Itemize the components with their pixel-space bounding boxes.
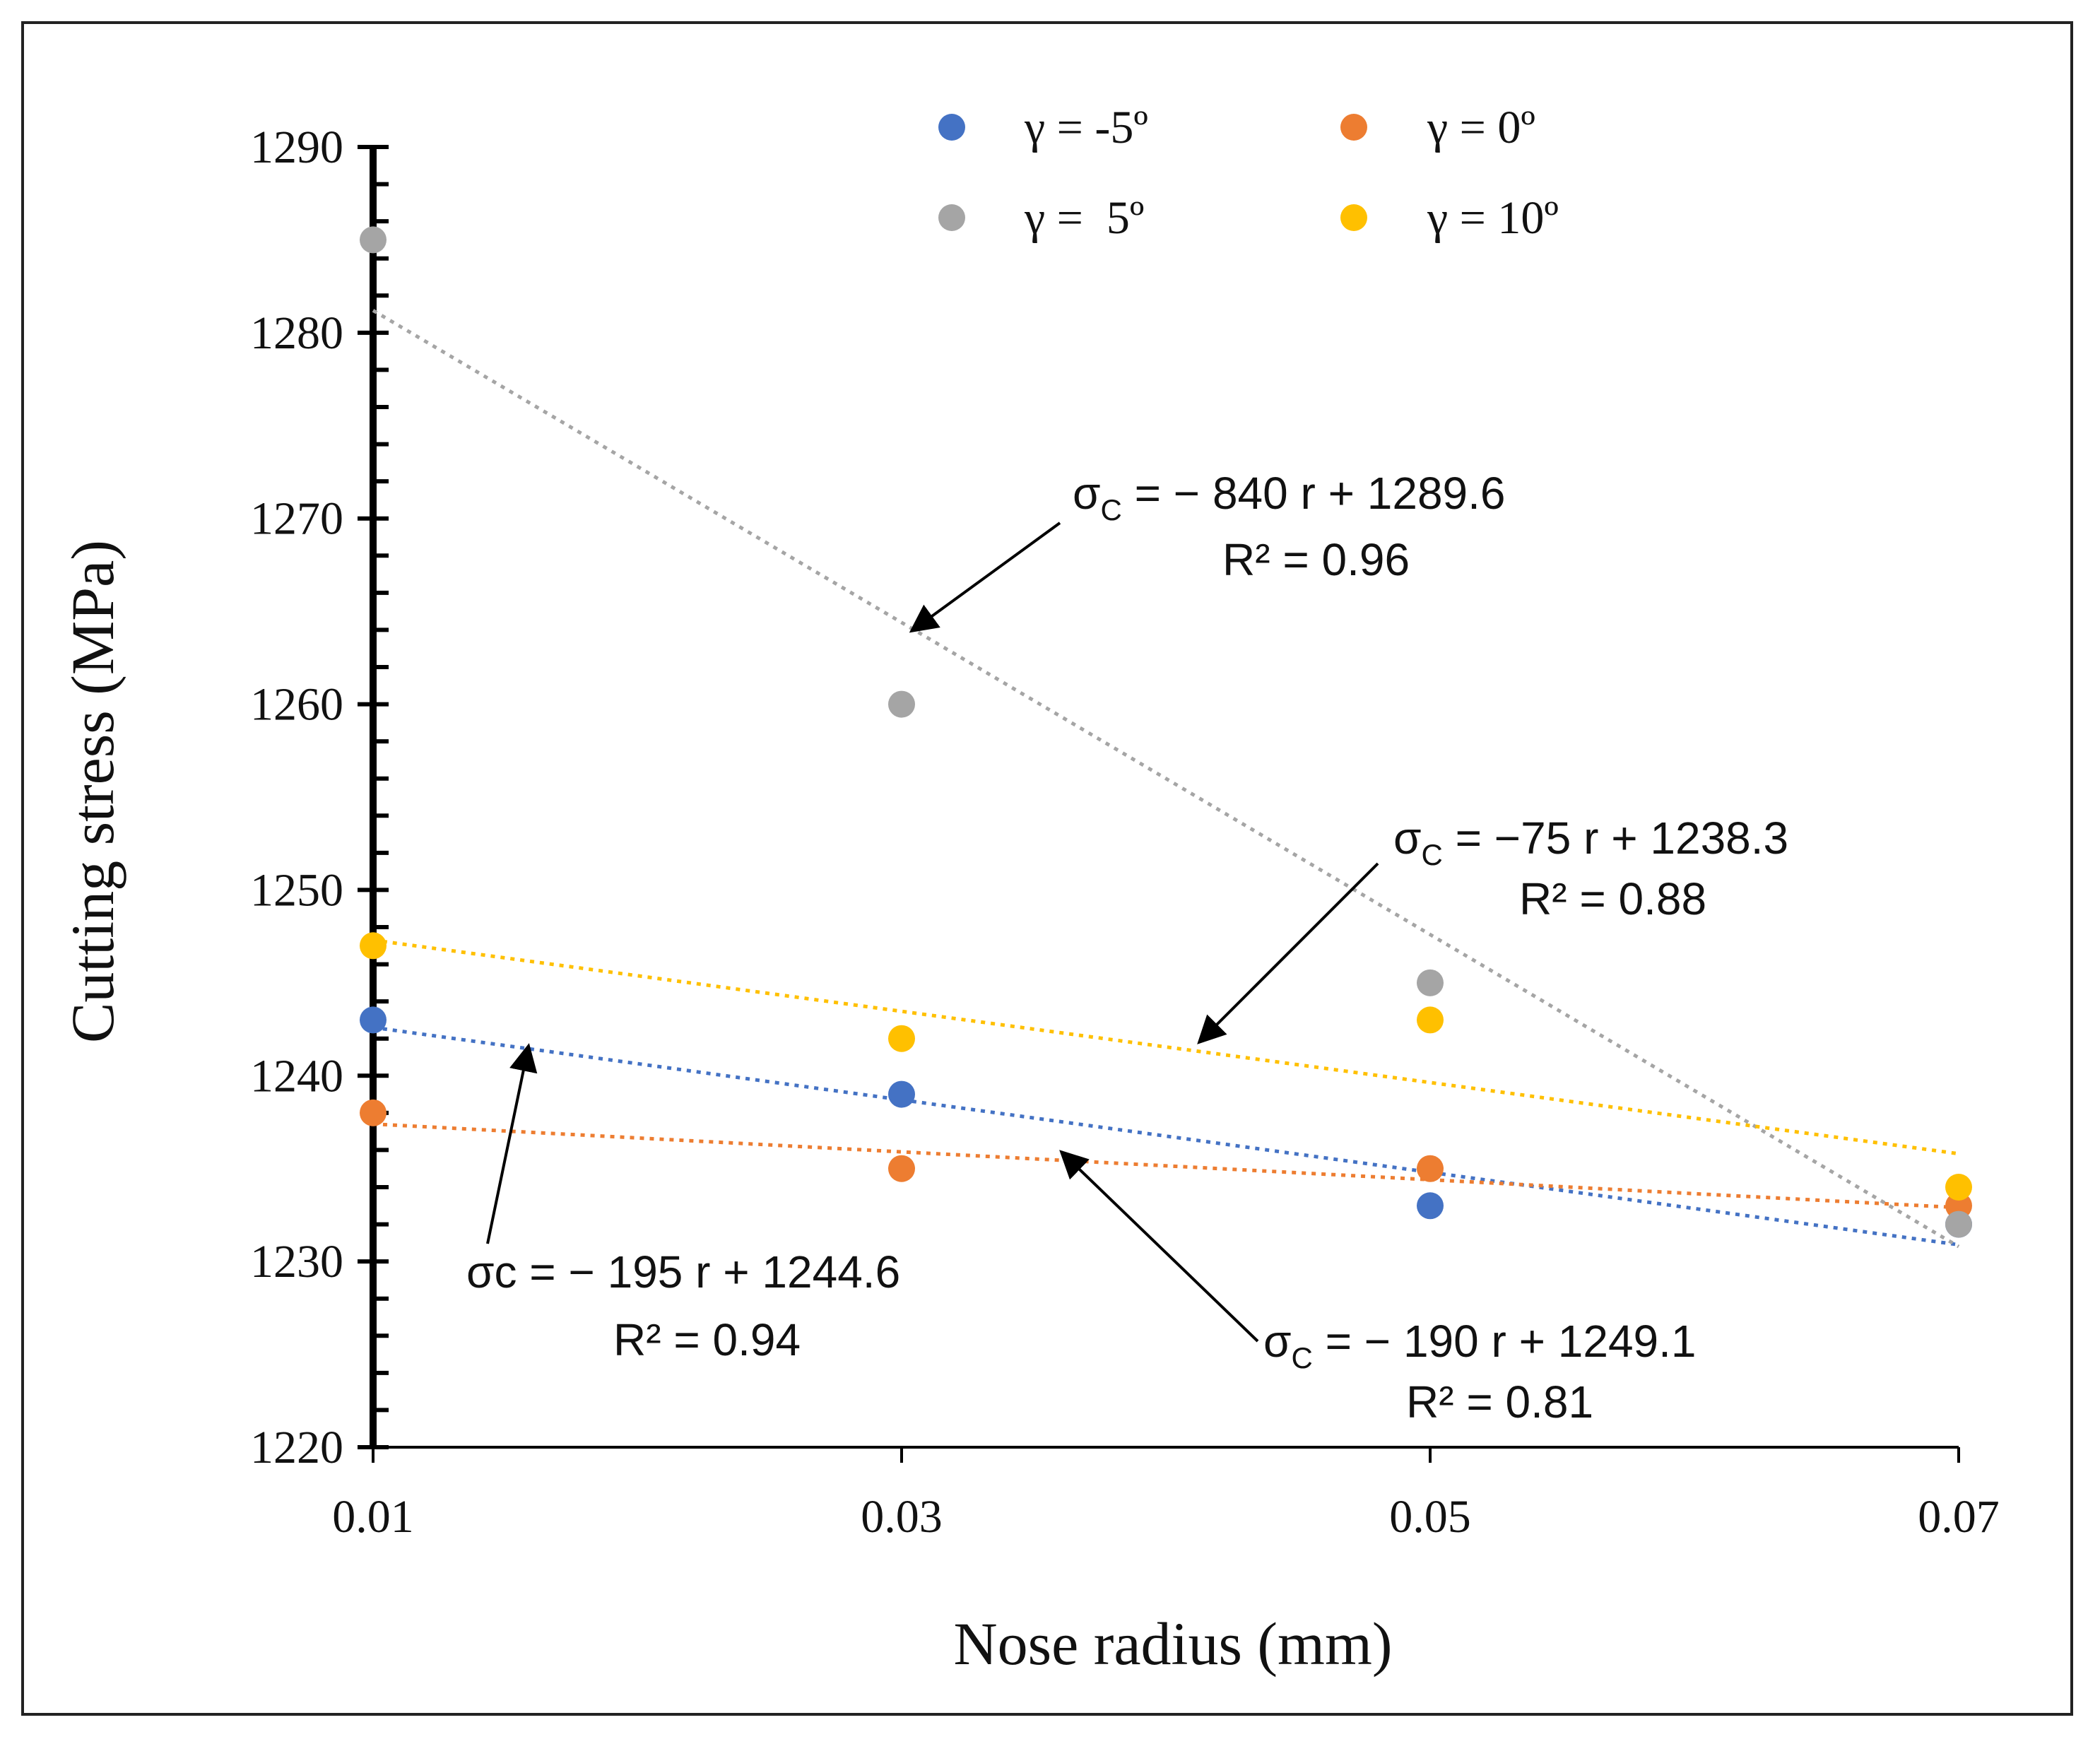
point-series-2-1 [888,690,915,718]
y-axis-label: Cutting stress (MPa) [59,540,126,1043]
y-tick-label: 1270 [250,493,343,545]
point-series-2-2 [1417,969,1444,996]
point-series-0-0 [360,1006,387,1034]
legend-marker-g0 [1340,114,1367,141]
legend-label-g5: γ = 5º [1024,192,1144,244]
legend-marker-g-5 [938,114,965,141]
x-tick-label: 0.05 [1389,1491,1471,1543]
data-points [360,226,1972,1238]
x-ticks: 0.01 0.03 0.05 0.07 [332,1447,2000,1543]
annotation-r2-4: R² = 0.81 [1406,1377,1593,1427]
y-minor-ticks [358,145,389,1449]
point-series-1-2 [1417,1155,1444,1182]
legend-label-g-5: γ = -5º [1024,102,1148,153]
annotation-arrow-3 [486,1043,538,1244]
annotation-equation-3: σc = − 195 r + 1244.6 [466,1247,900,1297]
point-series-1-3 [1945,1192,1972,1220]
point-series-2-3 [1945,1210,1972,1238]
trendline-series-3 [372,938,1959,1156]
point-series-0-2 [1417,1192,1444,1220]
y-tick-label: 1290 [250,122,343,173]
point-series-2-0 [360,226,387,254]
legend-label-g10: γ = 10º [1427,192,1559,244]
annotation-equation-2: σC = −75 r + 1238.3 [1393,813,1788,871]
y-tick-label: 1230 [250,1236,343,1288]
trendlines [372,309,1960,1249]
annotations: σC = − 840 r + 1289.6 R² = 0.96 σC = −75… [466,468,1788,1427]
trendline-series-2 [372,309,1960,1249]
point-series-1-1 [888,1155,915,1182]
point-series-3-0 [360,932,387,960]
annotation-equation-4: σC = − 190 r + 1249.1 [1263,1316,1697,1374]
annotation-arrow-4 [1059,1150,1259,1343]
y-tick-label: 1280 [250,307,343,359]
legend-marker-g5 [938,204,965,231]
annotation-r2-2: R² = 0.88 [1519,873,1706,924]
annotation-r2-1: R² = 0.96 [1222,534,1410,585]
y-tick-label: 1250 [250,864,343,916]
y-tick-label: 1240 [250,1050,343,1102]
point-series-3-1 [888,1025,915,1052]
x-tick-label: 0.03 [861,1491,943,1543]
legend-marker-g10 [1340,204,1367,231]
legend-label-g0: γ = 0º [1427,102,1535,153]
trendline-series-1 [372,1122,1959,1210]
point-series-3-3 [1945,1174,1972,1201]
point-series-0-1 [888,1080,915,1108]
y-tick-labels: 1220 1230 1240 1250 1260 1270 1280 1290 [250,122,343,1473]
annotation-r2-3: R² = 0.94 [613,1314,801,1365]
point-series-3-2 [1417,1006,1444,1034]
figure-frame [21,21,2073,1716]
y-tick-label: 1220 [250,1422,343,1473]
x-tick-label: 0.07 [1918,1491,2000,1543]
x-tick-label: 0.01 [332,1491,414,1543]
legend: γ = -5º γ = 0º γ = 5º γ = 10º [938,102,1559,244]
x-axis-label: Nose radius (mm) [954,1610,1393,1678]
point-series-1-0 [360,1099,387,1126]
y-tick-label: 1260 [250,679,343,731]
annotation-arrow-1 [909,522,1061,633]
annotation-equation-1: σC = − 840 r + 1289.6 [1073,468,1506,526]
annotation-arrow-2 [1197,862,1379,1044]
